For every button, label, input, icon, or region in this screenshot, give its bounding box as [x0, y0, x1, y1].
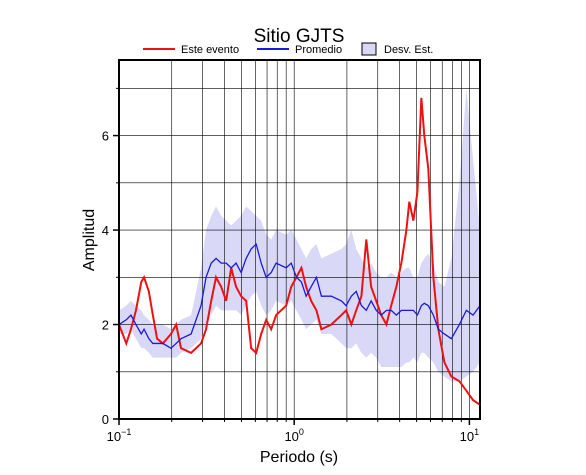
y-tick-label: 2: [102, 318, 109, 333]
x-tick-label: 10−1: [107, 427, 132, 444]
x-axis-label: Periodo (s): [260, 449, 338, 466]
legend-label: Este evento: [181, 44, 239, 56]
x-tick-exponent: 0: [299, 427, 304, 437]
std-band: [119, 88, 480, 382]
x-tick-exponent: −1: [121, 427, 131, 437]
x-tick-label: 101: [460, 427, 479, 444]
legend-label: Desv. Est.: [384, 44, 433, 56]
series-line: [118, 243, 481, 349]
plot-frame: [118, 59, 481, 420]
x-tick-base: 10: [107, 429, 121, 444]
x-tick-label: 100: [284, 427, 303, 444]
legend-swatch: [361, 42, 377, 56]
x-tick-base: 10: [284, 429, 298, 444]
y-tick-label: 6: [102, 129, 109, 144]
y-tick-label: 4: [102, 223, 109, 238]
y-tick-label: 0: [102, 412, 109, 427]
series-line: [118, 97, 481, 406]
legend-label: Promedio: [295, 44, 342, 56]
x-tick-exponent: 1: [474, 427, 479, 437]
chart-title: Sitio GJTS: [254, 26, 345, 47]
x-tick-base: 10: [460, 429, 474, 444]
y-axis-label: Amplitud: [81, 209, 98, 271]
